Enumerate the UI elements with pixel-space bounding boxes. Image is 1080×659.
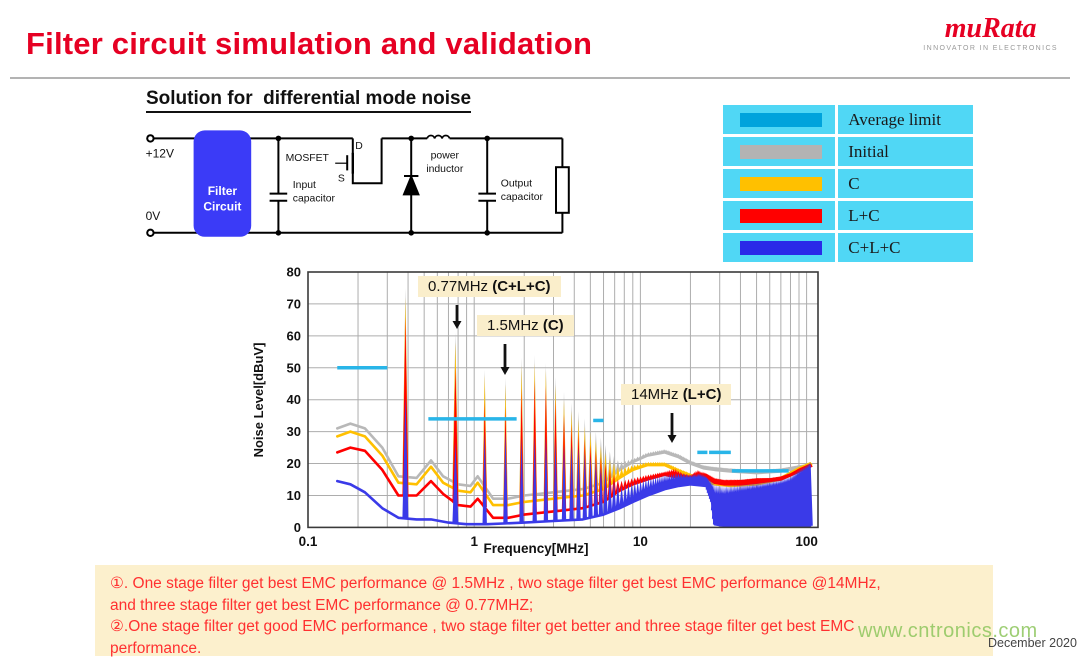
chart-annotation: 1.5MHz (C) [477, 315, 574, 336]
noise-chart: 0 10 20 30 40 50 60 70 80 0.1 1 10 100 Noise Level[dB… [250, 262, 850, 562]
legend-label: Initial [838, 137, 973, 166]
source-label: S [338, 174, 345, 185]
page-title: Filter circuit simulation and validation [26, 26, 592, 62]
filter-box-label-line2: Circuit [203, 199, 241, 213]
drain-label: D [355, 141, 363, 152]
legend-swatch [740, 113, 822, 127]
legend-label: C+L+C [838, 233, 973, 262]
annotation-frequency: 1.5MHz [487, 317, 543, 334]
y-tick-label: 20 [287, 456, 301, 471]
annotation-arrow [501, 344, 510, 375]
input-cap-label-line1: Input [293, 180, 316, 191]
x-tick-label: 10 [633, 534, 648, 549]
murata-logo-text: muRata [923, 14, 1058, 44]
chart-series [337, 288, 813, 526]
legend-swatch-cell [723, 105, 835, 134]
x-tick-label: 100 [795, 534, 818, 549]
title-divider [10, 77, 1070, 79]
x-axis-title: Frequency[MHz] [483, 541, 588, 556]
y-tick-label: 0 [294, 520, 301, 535]
annotation-arrow [453, 305, 462, 329]
y-tick-label: 30 [287, 424, 301, 439]
murata-logo-tagline: INNOVATOR IN ELECTRONICS [923, 45, 1058, 52]
legend-row: C+L+C [723, 233, 973, 262]
legend-table: Average limit Initial C L+C C+L+C [723, 105, 973, 265]
mosfet-label: MOSFET [286, 153, 330, 164]
y-tick-label: 60 [287, 328, 301, 343]
filter-box-label-line1: Filter [208, 184, 238, 198]
y-axis-title: Noise Level[dBuV] [251, 343, 266, 458]
legend-row: Initial [723, 137, 973, 166]
watermark: www.cntronics.com [858, 620, 1038, 643]
y-tick-label: 80 [287, 265, 301, 280]
y-tick-label: 50 [287, 360, 301, 375]
murata-logo: muRata INNOVATOR IN ELECTRONICS [923, 14, 1058, 52]
x-tick-label: 0.1 [299, 534, 318, 549]
terminal-zero-icon [147, 230, 153, 236]
annotation-arrow [668, 413, 677, 443]
chart-annotation: 0.77MHz (C+L+C) [418, 276, 561, 297]
inductor-label-line2: inductor [426, 164, 464, 175]
vplus-label: +12V [146, 147, 174, 161]
annotation-frequency: 0.77MHz [428, 278, 492, 295]
annotation-frequency: 14MHz [631, 386, 683, 403]
y-tick-label: 40 [287, 392, 301, 407]
legend-swatch-cell [723, 201, 835, 230]
input-cap-label-line2: capacitor [293, 194, 336, 205]
legend-row: C [723, 169, 973, 198]
legend-label: L+C [838, 201, 973, 230]
annotation-filter-config: (L+C) [683, 386, 722, 403]
output-cap-label-line2: capacitor [501, 192, 544, 203]
legend-label: C [838, 169, 973, 198]
chart-annotation: 14MHz (L+C) [621, 384, 731, 405]
legend-label: Average limit [838, 105, 973, 134]
y-tick-label: 10 [287, 488, 301, 503]
circuit-diagram: Filter Circuit +12V 0V MOSFET D S Input … [140, 108, 700, 260]
annotation-filter-config: (C+L+C) [492, 278, 550, 295]
legend-swatch [740, 241, 822, 255]
annotation-filter-config: (C) [543, 317, 564, 334]
noise-chart-canvas: 0 10 20 30 40 50 60 70 80 0.1 1 10 100 Noise Level[dB… [250, 262, 850, 562]
vzero-label: 0V [146, 209, 161, 223]
legend-swatch-cell [723, 137, 835, 166]
legend-swatch [740, 177, 822, 191]
legend-row: L+C [723, 201, 973, 230]
legend-swatch-cell [723, 233, 835, 262]
inductor-label-line1: power [431, 150, 460, 161]
note-line-1: ①. One stage filter get best EMC perform… [110, 573, 993, 595]
series-spikes-Initial [402, 288, 812, 499]
legend-swatch-cell [723, 169, 835, 198]
legend-swatch [740, 209, 822, 223]
legend-row: Average limit [723, 105, 973, 134]
note-line-2: and three stage filter get best EMC perf… [110, 595, 993, 617]
output-cap-label-line1: Output [501, 178, 532, 189]
terminal-plus-icon [147, 135, 153, 141]
y-tick-label: 70 [287, 296, 301, 311]
x-tick-label: 1 [470, 534, 478, 549]
legend-swatch [740, 145, 822, 159]
